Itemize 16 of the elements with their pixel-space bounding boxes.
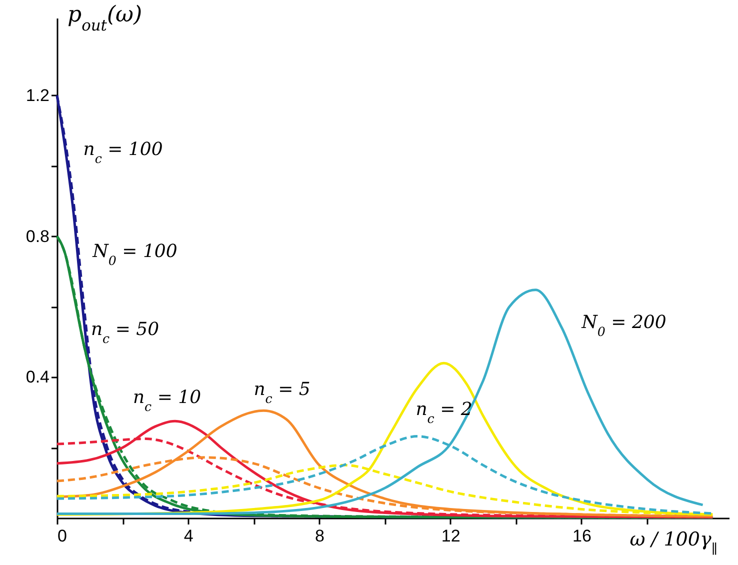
annotation: n$_{c}$ = 100 [83,139,163,166]
annotation: N$_{0}$ = 100 [92,241,178,268]
x-tick-label: 8 [315,526,324,546]
x-tick-label: 12 [441,526,460,546]
y-tick-label: 0.4 [26,368,50,387]
y-axis-title: p$_{out}$(ω) [68,2,142,34]
annotation: n$_{c}$ = 5 [254,379,310,406]
x-tick-label: 0 [58,526,67,546]
x-axis-title: ω / 100γ$_{∥}$ [630,528,718,557]
y-tick-label: 1.2 [26,86,50,105]
x-tick-label: 16 [572,526,592,546]
annotation: n$_{c}$ = 50 [90,319,160,346]
x-tick-label: 4 [184,526,194,546]
annotation: N$_{0}$ = 200 [580,312,666,338]
annotation: n$_{c}$ = 10 [132,387,202,414]
y-tick-label: 0.8 [26,226,50,246]
